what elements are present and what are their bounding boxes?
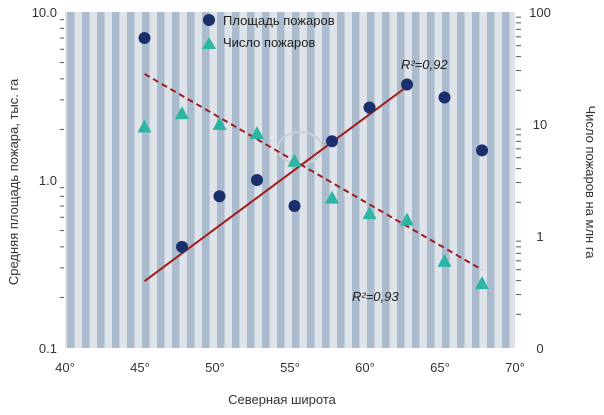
y-right-tick-1: 10 [533,117,547,132]
point-count-5 [325,190,339,204]
point-area-8 [438,91,451,104]
x-tick-6: 70° [505,360,525,375]
r2-label-area: R²=0,92 [401,57,448,72]
x-tick-4: 60° [355,360,375,375]
y-axis-label-left: Средняя площадь пожара, тыс. га [6,78,21,285]
legend-label-area: Площадь пожаров [223,13,335,28]
point-count-4 [287,153,302,167]
stripe-13 [262,12,270,348]
trendline-1 [143,73,483,271]
y-left-tick-0: 10.0 [32,5,57,20]
stripe-7 [172,12,180,348]
y-right-tick-2: 1 [536,229,543,244]
point-count-7 [400,212,414,226]
point-area-9 [476,144,488,157]
stripe-11 [232,12,240,348]
point-area-2 [213,190,226,203]
point-count-0 [137,119,152,133]
legend-label-count: Число пожаров [223,35,316,50]
x-axis-label: Северная широта [228,392,337,407]
point-count-2 [212,117,227,130]
stripe-23 [412,12,420,348]
y-left-tick-2: 0.1 [39,341,57,356]
stripe-4 [127,12,135,348]
point-count-3 [250,126,264,140]
stripe-22 [397,12,405,348]
stripe-26 [457,12,465,348]
stripe-24 [427,12,435,348]
stripe-27 [472,12,480,348]
x-tick-1: 45° [130,360,150,375]
stripe-8 [187,12,195,348]
stripe-20 [367,12,375,348]
stripe-15 [292,12,300,348]
point-area-3 [251,174,263,186]
y-axis-label-right: Число пожаров на млн га [583,105,598,259]
stripe-21 [382,12,390,348]
y-left-tick-1: 1.0 [39,173,57,188]
point-area-0 [138,32,151,45]
stripe-3 [112,12,120,348]
point-count-1 [175,106,189,120]
stripe-10 [217,12,225,348]
y-right-tick-0: 100 [529,5,551,20]
stripe-29 [502,12,510,348]
stripe-9 [202,12,210,348]
stripe-18 [337,12,345,348]
x-tick-0: 40° [55,360,75,375]
stripe-19 [352,12,360,348]
x-tick-2: 50° [205,360,225,375]
legend: Площадь пожаров Число пожаров [202,13,335,50]
y-right-tick-3: 0 [536,341,543,356]
trendlines [143,73,483,282]
point-area-1 [176,240,188,253]
point-count-6 [362,206,377,220]
stripe-25 [442,12,450,348]
x-tick-5: 65° [430,360,450,375]
point-count-9 [475,276,489,290]
stripe-1 [82,12,90,348]
stripe-28 [487,12,495,348]
stripe-16 [307,12,315,348]
legend-marker-area [203,14,215,26]
stripe-12 [247,12,255,348]
point-area-5 [326,135,338,148]
stripe-6 [157,12,165,348]
point-area-7 [401,78,413,91]
point-area-6 [363,101,376,114]
plot-area [65,12,515,348]
legend-marker-count [202,37,216,49]
plot-background [65,12,515,348]
x-tick-3: 55° [280,360,300,375]
stripe-5 [142,12,150,348]
stripe-2 [97,12,105,348]
point-count-8 [437,253,452,267]
stripe-0 [67,12,75,348]
point-area-4 [288,200,301,213]
data-markers [137,32,489,290]
trendline-0 [143,85,408,282]
r2-label-count: R²=0,93 [352,289,399,304]
